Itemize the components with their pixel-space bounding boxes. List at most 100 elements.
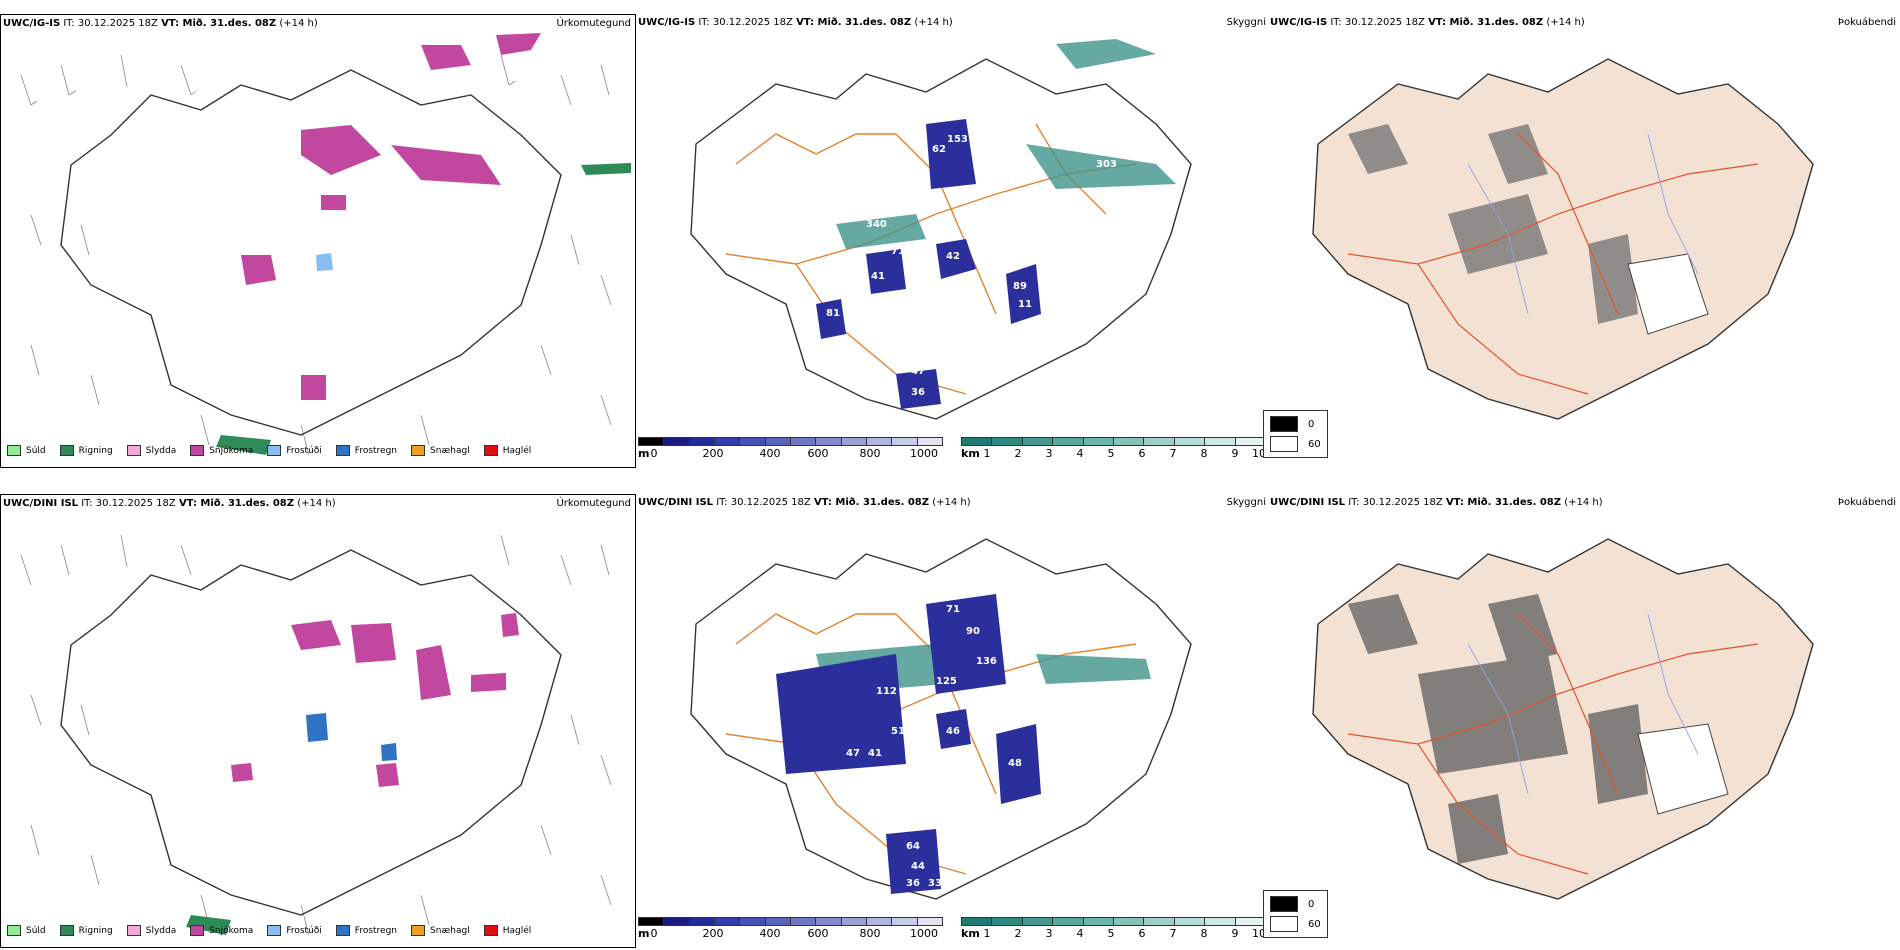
elevation-tick: 800	[859, 927, 881, 940]
svg-text:153: 153	[947, 134, 968, 145]
rivers	[1467, 613, 1699, 795]
elevation-unit: m	[638, 927, 650, 940]
snow-areas	[241, 33, 541, 400]
visibility-tick: 9	[1231, 927, 1239, 940]
svg-text:90: 90	[966, 626, 980, 637]
header-bottom-left: UWC/DINI ISL IT: 30.12.2025 18Z VT: Mið.…	[3, 498, 336, 509]
rivers	[1467, 133, 1699, 315]
visibility-value-labels: 112 51 47 41 46 48 125 136 90 71 64 44 3…	[826, 604, 1022, 889]
visibility-title-bottom: Skyggni	[1226, 497, 1266, 508]
elevation-tick: 400	[759, 447, 781, 460]
svg-text:42: 42	[946, 251, 960, 262]
header-top-middle: UWC/IG-IS IT: 30.12.2025 18Z VT: Mið. 31…	[638, 17, 953, 28]
visibility-tick: 4	[1076, 927, 1084, 940]
fog-panel-bottom: UWC/DINI ISL IT: 30.12.2025 18Z VT: Mið.…	[1268, 494, 1900, 946]
fog-dark-areas	[1348, 594, 1648, 864]
elevation-tick: 200	[702, 927, 724, 940]
elevation-tick: 0	[650, 927, 658, 940]
elevation-colorbar-bottom: m 0 200 400 600 800 1000	[638, 917, 943, 941]
visibility-unit: km	[961, 927, 980, 940]
visibility-teal-areas	[836, 39, 1176, 249]
visibility-colorbar-bottom: km 1 2 3 4 5 6 7 8 9 10	[961, 917, 1266, 941]
fog-panel-top: UWC/DINI ISLUWC/IG-IS IT: 30.12.2025 18Z…	[1268, 14, 1900, 466]
visibility-tick: 2	[1014, 447, 1022, 460]
svg-text:36: 36	[911, 387, 925, 398]
svg-text:46: 46	[946, 726, 960, 737]
elevation-tick: 400	[759, 927, 781, 940]
visibility-tick: 7	[1169, 447, 1177, 460]
visibility-panel-top: 340 71 42 89 11 41 81 153 182 303 71 47 …	[636, 14, 1270, 466]
precip-map-bottom	[20, 534, 612, 936]
svg-text:81: 81	[826, 308, 840, 319]
svg-text:62: 62	[932, 144, 946, 155]
visibility-map-bottom: 112 51 47 41 46 48 125 136 90 71 64 44 3…	[690, 538, 1192, 900]
visibility-colorbar-swatches	[961, 917, 1266, 926]
elevation-colorbar-swatches	[638, 917, 943, 926]
rain-areas	[216, 163, 631, 455]
frostregn-areas	[306, 713, 397, 761]
visibility-tick: 7	[1169, 927, 1177, 940]
precip-legend-top: Súld Rigning Slydda Snjókoma Frostúði Fr…	[7, 445, 531, 456]
wind-barbs	[20, 54, 612, 456]
svg-text:136: 136	[976, 656, 997, 667]
svg-text:64: 64	[906, 841, 920, 852]
svg-text:125: 125	[936, 676, 957, 687]
svg-text:44: 44	[911, 861, 925, 872]
svg-text:340: 340	[866, 219, 887, 230]
snow-areas	[231, 613, 519, 787]
svg-text:71: 71	[946, 604, 960, 615]
precip-legend-bottom: Súld Rigning Slydda Snjókoma Frostúði Fr…	[7, 925, 531, 936]
svg-text:47: 47	[846, 748, 860, 759]
fog-title-bottom: Þokuábendi	[1837, 497, 1896, 508]
elevation-colorbar-top: m 0 200 400 600 800 1000	[638, 437, 943, 461]
fog-road-network	[1347, 613, 1759, 875]
elevation-tick: 600	[807, 447, 829, 460]
visibility-tick: 8	[1200, 447, 1208, 460]
svg-text:41: 41	[871, 271, 885, 282]
svg-text:89: 89	[1013, 281, 1027, 292]
visibility-title-top: Skyggni	[1226, 17, 1266, 28]
header-bottom-right: UWC/DINI ISL IT: 30.12.2025 18Z VT: Mið.…	[1270, 497, 1603, 508]
visibility-tick: 8	[1200, 927, 1208, 940]
svg-text:70: 70	[850, 768, 864, 779]
header-top-left: UWC/IG-IS IT: 30.12.2025 18Z VT: Mið. 31…	[3, 18, 318, 29]
elevation-tick: 0	[650, 447, 658, 460]
svg-text:303: 303	[1096, 159, 1117, 170]
visibility-tick: 1	[983, 447, 991, 460]
elevation-tick: 1000	[910, 927, 938, 940]
visibility-map-top: 340 71 42 89 11 41 81 153 182 303 71 47 …	[690, 39, 1192, 420]
wind-barbs	[20, 534, 612, 936]
iceland-outline	[1312, 58, 1814, 420]
svg-text:11: 11	[1018, 299, 1032, 310]
visibility-tick: 5	[1107, 927, 1115, 940]
visibility-low-areas	[816, 119, 1041, 409]
visibility-unit: km	[961, 447, 980, 460]
elevation-tick: 1000	[910, 447, 938, 460]
visibility-value-labels: 340 71 42 89 11 41 81 153 182 303 71 47 …	[826, 128, 1117, 398]
svg-text:71: 71	[901, 346, 915, 357]
visibility-tick: 3	[1045, 447, 1053, 460]
iceland-outline	[690, 58, 1192, 420]
svg-text:51: 51	[891, 726, 905, 737]
visibility-tick: 4	[1076, 447, 1084, 460]
fog-legend-top: 0 60	[1263, 410, 1328, 458]
svg-text:47: 47	[911, 366, 925, 377]
visibility-tick: 1	[983, 927, 991, 940]
iceland-outline	[1312, 538, 1814, 900]
fog-dark-areas	[1348, 124, 1638, 324]
visibility-tick: 5	[1107, 447, 1115, 460]
svg-text:60: 60	[826, 776, 840, 787]
visibility-tick: 6	[1138, 927, 1146, 940]
precip-map-top	[20, 33, 631, 456]
svg-text:36: 36	[906, 878, 920, 889]
header-bottom-middle: UWC/DINI ISL IT: 30.12.2025 18Z VT: Mið.…	[638, 497, 971, 508]
visibility-colorbar-top: km 1 2 3 4 5 6 7 8 9 10	[961, 437, 1266, 461]
fog-map-top	[1312, 58, 1814, 420]
visibility-tick: 10	[1252, 447, 1266, 460]
frostudi-areas	[316, 253, 333, 271]
svg-text:71: 71	[891, 246, 905, 257]
visibility-tick: 6	[1138, 447, 1146, 460]
fog-map-bottom	[1312, 538, 1814, 900]
svg-text:33: 33	[928, 878, 942, 889]
fog-clear-area	[1627, 253, 1709, 335]
